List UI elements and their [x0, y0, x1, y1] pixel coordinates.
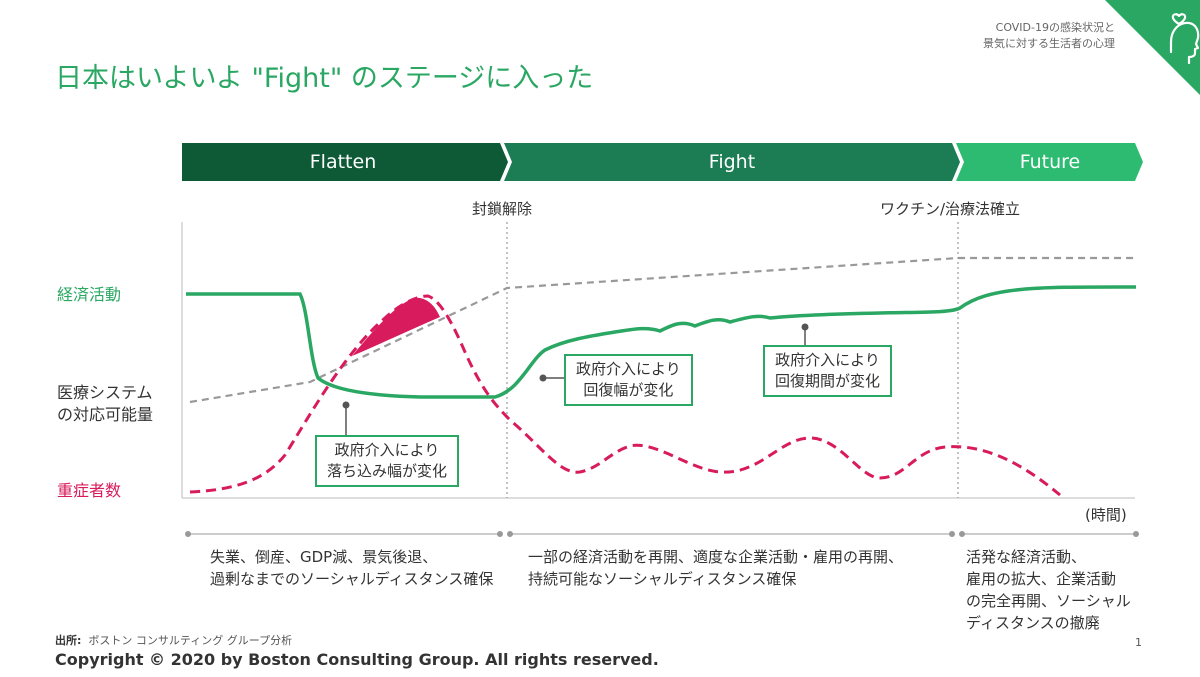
phase-fight-band: [504, 143, 960, 181]
ylabel-capacity-line-1: 医療システム: [57, 383, 153, 402]
desc-flatten: 失業、倒産、GDP減、景気後退、 過剰なまでのソーシャルディスタンス確保: [210, 546, 493, 590]
xlabel-time: (時間): [1085, 506, 1127, 524]
desc-future-line-4: ディスタンスの撤廃: [966, 614, 1100, 632]
economy-line: [186, 285, 1137, 399]
phase-flatten-band: [182, 143, 508, 181]
phase-future-band: [956, 143, 1143, 181]
callout-flatten-line-1: 政府介入により: [334, 441, 440, 459]
desc-flatten-line-1: 失業、倒産、GDP減、景気後退、: [210, 548, 438, 566]
ylabel-capacity-line-2: の対応可能量: [57, 405, 154, 424]
callout-fight-a-dot: [539, 374, 547, 382]
timeline-fight-start: [507, 531, 513, 537]
severe-cases-line: [189, 294, 1061, 497]
timeline-flatten-end: [497, 531, 503, 537]
timeline-future-end: [1133, 531, 1139, 537]
desc-future-line-2: 雇用の拡大、企業活動: [966, 570, 1117, 588]
callout-fight-b-line-1: 政府介入により: [775, 351, 880, 369]
desc-fight-line-2: 持続可能なソーシャルディスタンス確保: [528, 570, 797, 588]
capacity-overflow-area: [352, 297, 440, 356]
timeline-future-start: [959, 531, 965, 537]
callout-fight-b: 政府介入により 回復期間が変化: [763, 345, 893, 397]
copyright: Copyright © 2020 by Boston Consulting Gr…: [55, 650, 659, 669]
callout-flatten: 政府介入により 落ち込み幅が変化: [315, 435, 460, 487]
ylabel-capacity: 医療システム の対応可能量: [57, 382, 153, 426]
phase-future-label: Future: [1019, 151, 1081, 173]
source-label: 出所:: [55, 634, 82, 647]
timeline-flatten-start: [185, 531, 191, 537]
source-note: 出所: ボストン コンサルティング グループ分析: [55, 632, 292, 648]
callout-fight-b-line-2: 回復期間が変化: [775, 372, 881, 390]
desc-flatten-line-2: 過剰なまでのソーシャルディスタンス確保: [210, 570, 494, 588]
phase-fight-label: Fight: [708, 151, 756, 173]
header-note-line-1: COVID-19の感染状況と: [995, 21, 1115, 34]
callout-fight-b-dot: [801, 323, 809, 331]
page-title: 日本はいよいよ "Fight" のステージに入った: [55, 63, 594, 94]
header-note-line-2: 景気に対する生活者の心理: [983, 37, 1115, 50]
ylabel-severe: 重症者数: [57, 481, 122, 500]
desc-future-line-3: の完全再開、ソーシャル: [966, 592, 1131, 610]
callout-flatten-dot: [342, 401, 350, 409]
desc-future-line-1: 活発な経済活動、: [966, 548, 1087, 566]
desc-future: 活発な経済活動、 雇用の拡大、企業活動 の完全再開、ソーシャル ディスタンスの撤…: [966, 546, 1131, 634]
timeline-fight-end: [949, 531, 955, 537]
head-heart-icon: [1105, 0, 1200, 95]
callout-fight-a-line-1: 政府介入により: [576, 360, 681, 378]
page-number: 1: [1135, 636, 1142, 649]
ylabel-economy: 経済活動: [57, 285, 122, 304]
phase-flatten-label: Flatten: [309, 151, 377, 173]
callout-fight-a: 政府介入により 回復幅が変化: [564, 354, 693, 406]
capacity-line: [189, 256, 1136, 404]
milestone-lockdown-lift: 封鎖解除: [472, 200, 533, 218]
milestone-vaccine: ワクチン/治療法確立: [880, 200, 1021, 218]
callout-fight-a-line-2: 回復幅が変化: [583, 381, 674, 399]
callout-flatten-line-2: 落ち込み幅が変化: [327, 462, 448, 480]
header-note: COVID-19の感染状況と 景気に対する生活者の心理: [983, 20, 1115, 52]
source-text: ボストン コンサルティング グループ分析: [88, 634, 293, 647]
phase-banner: [182, 143, 1143, 181]
desc-fight-line-1: 一部の経済活動を再開、適度な企業活動・雇用の再開、: [528, 548, 904, 566]
desc-fight: 一部の経済活動を再開、適度な企業活動・雇用の再開、 持続可能なソーシャルディスタ…: [528, 546, 903, 590]
